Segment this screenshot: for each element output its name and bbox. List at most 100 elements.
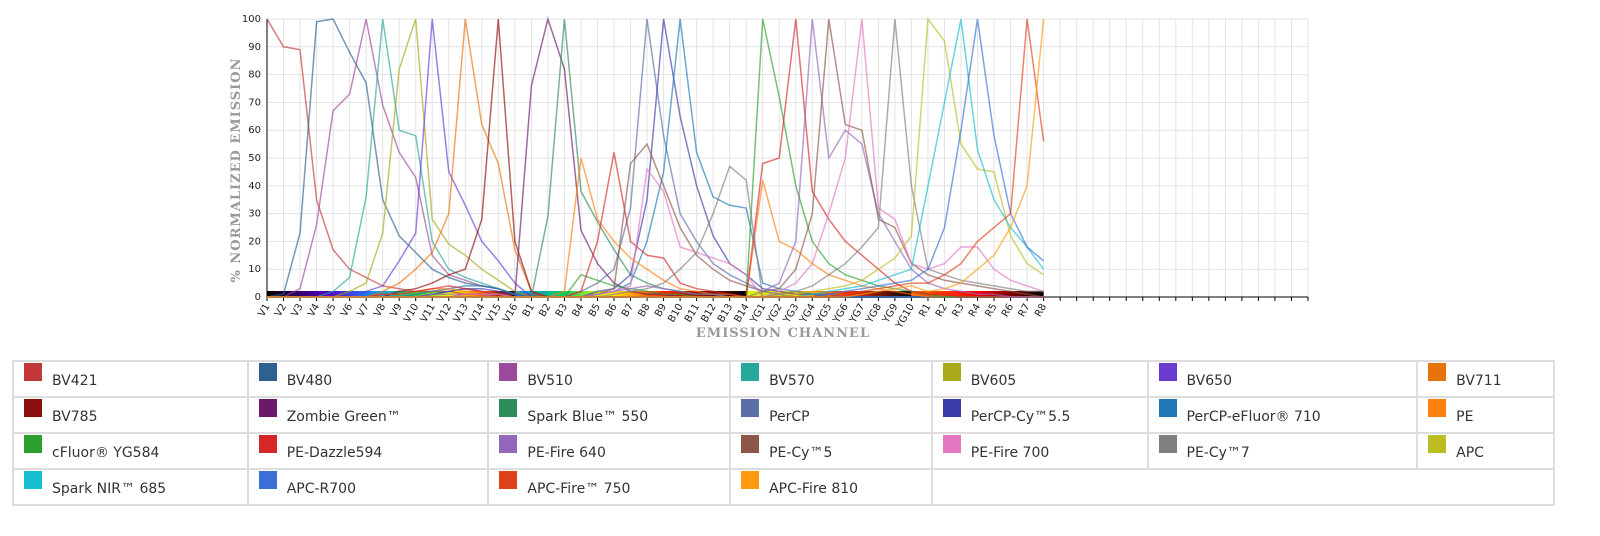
- y-tick-label: 100: [242, 14, 261, 25]
- legend-swatch: [258, 363, 277, 381]
- y-tick-label: 90: [248, 42, 261, 53]
- x-tick-label: B8: [637, 302, 653, 319]
- legend-item[interactable]: BV570: [729, 360, 933, 398]
- x-tick-label: B14: [732, 302, 751, 324]
- legend-row: BV785 Zombie Green™ Spark Blue™ 550 PerCP Pe…: [12, 396, 1555, 434]
- legend-swatch: [258, 399, 277, 417]
- legend-swatch: [1158, 399, 1177, 417]
- legend-label: cFluor® YG584: [52, 445, 160, 461]
- legend-swatch: [942, 435, 961, 453]
- laser-band: [514, 291, 747, 297]
- legend-item[interactable]: Spark Blue™ 550: [487, 396, 732, 434]
- legend-label: PE-Cy™7: [1186, 445, 1250, 461]
- legend-item[interactable]: PE-Dazzle594: [246, 432, 490, 470]
- x-tick-label: V12: [435, 302, 454, 324]
- legend-empty: [930, 468, 1556, 506]
- legend-row: cFluor® YG584 PE-Dazzle594 PE-Fire 640 PE-C…: [12, 432, 1555, 470]
- legend-label: APC-R700: [286, 481, 356, 497]
- legend-label: Spark Blue™ 550: [527, 409, 649, 425]
- legend-label: Spark NIR™ 685: [52, 481, 167, 497]
- legend-item[interactable]: APC-R700: [246, 468, 490, 506]
- legend-item[interactable]: BV480: [246, 360, 490, 398]
- legend-swatch: [741, 363, 760, 381]
- x-tick-label: V15: [485, 302, 504, 324]
- legend-label: BV650: [1186, 373, 1232, 389]
- legend-item[interactable]: cFluor® YG584: [12, 432, 249, 470]
- legend-item[interactable]: PE-Cy™5: [729, 432, 933, 470]
- legend-item[interactable]: BV650: [1146, 360, 1419, 398]
- legend-label: Zombie Green™: [286, 409, 401, 425]
- legend-item[interactable]: BV711: [1416, 360, 1555, 398]
- x-tick-label: B4: [570, 302, 586, 319]
- legend-label: PerCP-Cy™5.5: [970, 409, 1071, 425]
- legend-item[interactable]: PE: [1416, 396, 1555, 434]
- legend-label: BV605: [970, 373, 1017, 389]
- x-tick-label: YG3: [781, 302, 801, 326]
- x-tick-label: B2: [537, 302, 553, 319]
- legend-label: PerCP: [769, 409, 810, 425]
- x-tick-label: R4: [967, 302, 983, 319]
- legend-swatch: [741, 435, 760, 453]
- x-tick-label: R8: [1033, 302, 1049, 319]
- x-tick-label: B10: [666, 302, 685, 324]
- y-axis-title: % NORMALIZED EMISSION: [229, 58, 244, 283]
- x-tick-label: YG5: [814, 302, 834, 326]
- x-tick-label: YG8: [864, 302, 884, 326]
- legend-item[interactable]: PE-Fire 700: [930, 432, 1149, 470]
- x-tick-label: YG4: [798, 302, 818, 326]
- legend-item[interactable]: APC-Fire™ 750: [487, 468, 732, 506]
- legend-item[interactable]: PE-Cy™7: [1146, 432, 1419, 470]
- legend-item[interactable]: BV421: [12, 360, 249, 398]
- legend-label: BV421: [52, 373, 98, 389]
- legend-item[interactable]: PerCP: [729, 396, 933, 434]
- x-tick-label: V6: [339, 302, 355, 319]
- x-tick-label: V1: [256, 302, 272, 319]
- x-tick-label: B11: [683, 302, 702, 324]
- legend-item[interactable]: PerCP-Cy™5.5: [930, 396, 1149, 434]
- y-tick-label: 0: [255, 292, 261, 303]
- legend-item[interactable]: BV605: [930, 360, 1149, 398]
- legend-swatch: [499, 363, 518, 381]
- legend-swatch: [24, 471, 42, 489]
- legend-item[interactable]: Zombie Green™: [246, 396, 490, 434]
- x-tick-label: V11: [419, 302, 438, 324]
- y-tick-label: 80: [248, 70, 261, 81]
- legend-item[interactable]: PerCP-eFluor® 710: [1146, 396, 1419, 434]
- x-tick-label: V5: [323, 302, 339, 319]
- legend-label: APC: [1456, 445, 1484, 461]
- y-tick-label: 10: [248, 264, 261, 275]
- series-line: [267, 18, 1045, 298]
- legend-item[interactable]: APC-Fire 810: [729, 468, 933, 506]
- legend-swatch: [499, 471, 518, 489]
- legend-label: PE: [1456, 409, 1474, 425]
- legend-swatch: [942, 399, 961, 417]
- y-tick-label: 60: [248, 125, 261, 136]
- legend-item[interactable]: BV785: [12, 396, 249, 434]
- x-tick-label: R3: [950, 302, 966, 319]
- legend-swatch: [24, 435, 42, 453]
- legend-item[interactable]: BV510: [487, 360, 732, 398]
- legend: BV421 BV480 BV510 BV570 BV605 BV650 BV711 BV785…: [12, 360, 1556, 506]
- x-tick-label: V3: [290, 302, 306, 319]
- x-tick-label: R1: [917, 302, 933, 319]
- legend-item[interactable]: APC: [1416, 432, 1555, 470]
- legend-label: PerCP-eFluor® 710: [1186, 409, 1321, 425]
- legend-swatch: [1158, 435, 1177, 453]
- x-tick-label: YG7: [847, 302, 867, 326]
- legend-swatch: [258, 471, 277, 489]
- x-tick-label: R7: [1017, 302, 1033, 319]
- y-tick-label: 50: [248, 153, 261, 164]
- legend-item[interactable]: PE-Fire 640: [487, 432, 732, 470]
- legend-swatch: [499, 399, 518, 417]
- legend-swatch: [1428, 435, 1447, 453]
- legend-item[interactable]: Spark NIR™ 685: [12, 468, 249, 506]
- series-line: [267, 18, 1044, 298]
- x-tick-label: V7: [356, 302, 372, 319]
- x-tick-label: V8: [372, 302, 388, 319]
- legend-label: PE-Fire 700: [970, 445, 1050, 461]
- legend-row: Spark NIR™ 685 APC-R700 APC-Fire™ 750 APC-F…: [12, 468, 1556, 506]
- legend-swatch: [942, 363, 961, 381]
- x-tick-label: B12: [699, 302, 718, 324]
- legend-swatch: [499, 435, 518, 453]
- x-tick-label: YG1: [748, 302, 768, 326]
